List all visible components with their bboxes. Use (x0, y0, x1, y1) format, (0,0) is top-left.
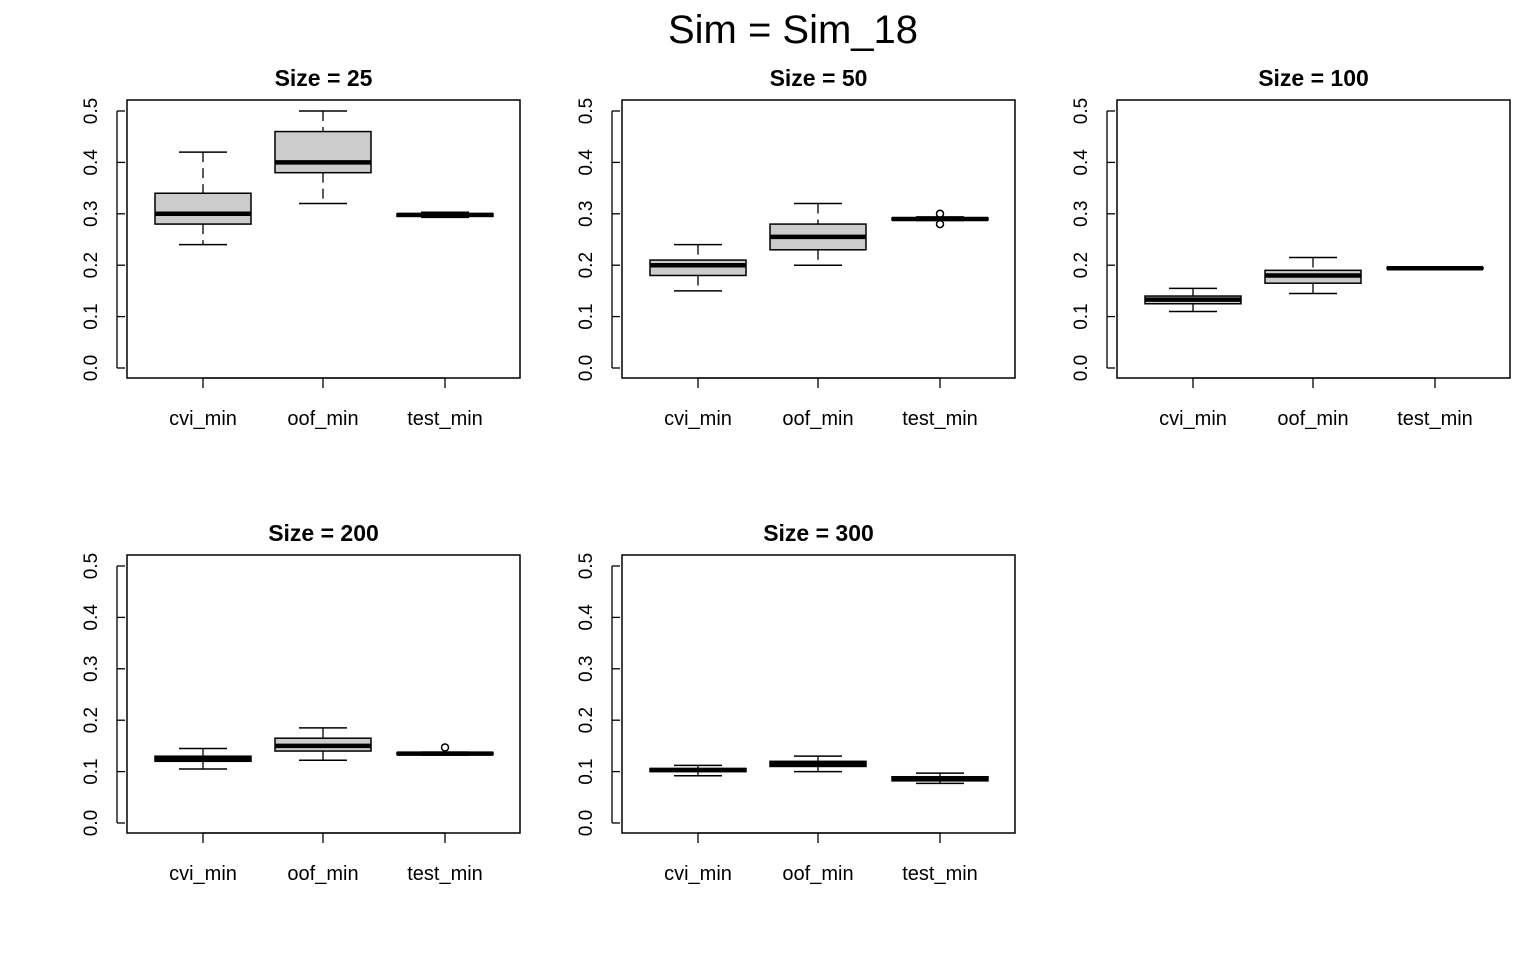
outlier-point (935, 219, 945, 229)
x-tick-label: test_min (407, 863, 483, 885)
box-oof-min (769, 755, 867, 773)
y-tick-label: 0.5 (81, 98, 102, 124)
panel-title: Size = 100 (1258, 65, 1369, 91)
box-cvi-min (154, 747, 252, 770)
y-tick-label: 0.1 (576, 758, 597, 784)
y-tick-label: 0.4 (576, 604, 597, 631)
x-tick-label: test_min (902, 863, 978, 885)
box-iqr (274, 130, 372, 174)
x-tick-label: cvi_min (664, 408, 732, 430)
box-cvi-min (649, 243, 747, 292)
box-test-min (891, 209, 989, 229)
box-plot-panel: Size = 100 0.0 0.1 0.2 0.3 0.4 0.5 cvi_min oof_m… (1071, 65, 1511, 430)
y-tick-label: 0.5 (576, 553, 597, 579)
outlier-point (440, 743, 450, 752)
y-tick-label: 0.4 (81, 149, 102, 176)
panel-title: Size = 25 (275, 65, 373, 91)
box-oof-min (769, 202, 867, 266)
y-tick-label: 0.1 (576, 303, 597, 329)
y-tick-label: 0.3 (576, 201, 597, 227)
box-plot-panel: Size = 25 0.0 0.1 0.2 0.3 0.4 0.5 cvi_min oof_mi… (81, 65, 521, 430)
box-oof-min (1264, 256, 1362, 295)
y-tick-label: 0.0 (81, 810, 102, 836)
y-tick-label: 0.0 (576, 355, 597, 381)
box-plot-panel: Size = 200 0.0 0.1 0.2 0.3 0.4 0.5 cvi_min oof_m… (81, 520, 521, 885)
box-oof-min (274, 110, 372, 205)
y-tick-label: 0.4 (1071, 149, 1092, 176)
box-test-min (396, 743, 494, 756)
x-tick-label: cvi_min (169, 863, 237, 885)
x-tick-label: oof_min (782, 863, 853, 885)
box-test-min (891, 772, 989, 785)
box-iqr (154, 192, 252, 225)
box-test-min (396, 211, 494, 219)
panel-title: Size = 50 (770, 65, 868, 91)
box-plot-panel: Size = 300 0.0 0.1 0.2 0.3 0.4 0.5 cvi_min oof_m… (576, 520, 1016, 885)
box-cvi-min (154, 151, 252, 246)
x-tick-label: oof_min (287, 863, 358, 885)
plot-frame (126, 554, 521, 834)
plot-frame (621, 554, 1016, 834)
plot-frame (1116, 99, 1511, 379)
x-tick-label: test_min (902, 408, 978, 430)
y-tick-label: 0.3 (1071, 201, 1092, 227)
y-tick-label: 0.2 (81, 252, 102, 278)
panel-title: Size = 300 (763, 520, 874, 546)
y-tick-label: 0.2 (576, 707, 597, 733)
y-tick-label: 0.0 (81, 355, 102, 381)
x-tick-label: oof_min (287, 408, 358, 430)
y-tick-label: 0.0 (1071, 355, 1092, 381)
y-tick-label: 0.4 (576, 149, 597, 176)
box-iqr (649, 259, 747, 277)
x-tick-label: cvi_min (169, 408, 237, 430)
y-tick-label: 0.0 (576, 810, 597, 836)
x-tick-label: test_min (1397, 408, 1473, 430)
y-tick-label: 0.1 (81, 303, 102, 329)
outlier-point (935, 209, 945, 219)
y-tick-label: 0.2 (81, 707, 102, 733)
y-tick-label: 0.1 (1071, 303, 1092, 329)
y-tick-label: 0.3 (81, 201, 102, 227)
y-tick-label: 0.4 (81, 604, 102, 631)
y-tick-label: 0.1 (81, 758, 102, 784)
box-oof-min (274, 727, 372, 762)
x-tick-label: test_min (407, 408, 483, 430)
y-tick-label: 0.5 (1071, 98, 1092, 124)
y-tick-label: 0.2 (576, 252, 597, 278)
y-tick-label: 0.5 (81, 553, 102, 579)
x-tick-label: oof_min (782, 408, 853, 430)
box-plot-panel: Size = 50 0.0 0.1 0.2 0.3 0.4 0.5 cvi_min oof_mi… (576, 65, 1016, 430)
box-cvi-min (1144, 287, 1242, 313)
box-test-min (1386, 266, 1484, 271)
y-tick-label: 0.3 (81, 656, 102, 682)
panel-title: Size = 200 (268, 520, 379, 546)
y-tick-label: 0.5 (576, 98, 597, 124)
y-tick-label: 0.2 (1071, 252, 1092, 278)
x-tick-label: oof_min (1277, 408, 1348, 430)
y-tick-label: 0.3 (576, 656, 597, 682)
box-cvi-min (649, 764, 747, 777)
x-tick-label: cvi_min (1159, 408, 1227, 430)
x-tick-label: cvi_min (664, 863, 732, 885)
page-title: Sim = Sim_18 (667, 8, 919, 52)
